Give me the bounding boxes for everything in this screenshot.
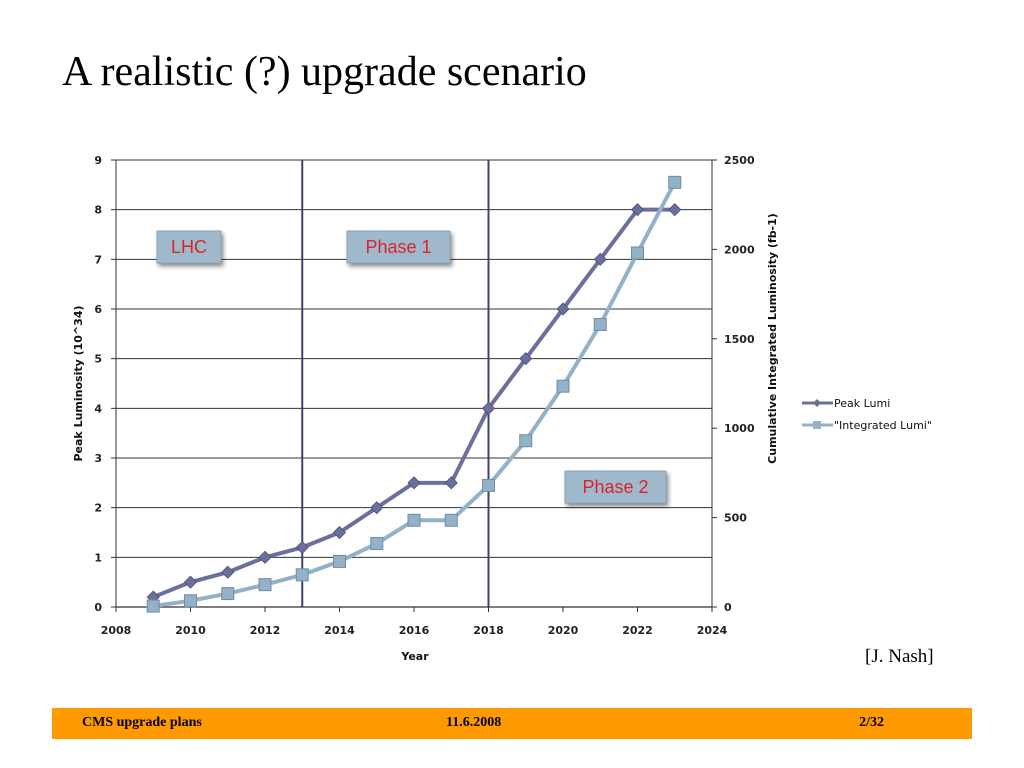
x-axis-title: Year [400,650,429,663]
x-tick-label: 2020 [548,624,579,637]
legend: Peak Lumi "Integrated Lumi" [802,397,932,432]
phase-box-background [564,470,667,504]
y-left-tick-label: 0 [94,601,102,614]
legend-label: Peak Lumi [834,397,890,410]
luminosity-chart: 2008 2010 2012 2014 2016 2018 2020 2022 2024 0 1 2 3… [72,154,932,663]
phase-box-background [346,230,451,264]
phase-label: Phase 1 [365,237,431,257]
x-tick-label: 2010 [175,624,206,637]
data-point-diamond [221,565,235,579]
footer-presentation-title: CMS upgrade plans [82,715,202,730]
data-point-square [519,434,533,448]
data-point-diamond [444,476,458,490]
series-line [152,207,675,599]
y-left-tick-label: 8 [94,204,102,217]
data-point-diamond [481,401,496,415]
data-point-square [146,599,160,613]
data-point-diamond [332,525,347,540]
data-point-diamond [519,352,533,366]
data-point-square [556,379,570,393]
data-point-diamond [295,540,309,554]
data-point-diamond [630,203,645,217]
legend-label: "Integrated Lumi" [834,419,932,432]
footer-bar: CMS upgrade plans 11.6.2008 2/32 [52,708,972,739]
data-point-diamond [668,203,682,217]
x-tick-label: 2012 [250,624,281,637]
footer-page-number: 2/32 [859,715,884,730]
y-right-tick-label: 500 [724,512,747,525]
y-left-tick-label: 5 [94,353,102,366]
y-left-axis-title: Peak Luminosity (10^34) [72,305,85,461]
y-left-tick-label: 3 [94,452,102,465]
y-left-tick-label: 1 [94,551,102,564]
y-left-tick-label: 7 [94,253,102,266]
y-right-tick-label: 2500 [724,154,755,167]
series-lines [146,175,682,613]
data-point-square [668,175,682,189]
series-integrated-lumi [146,175,682,613]
x-tick-label: 2008 [101,624,132,637]
legend-item: "Integrated Lumi" [802,419,932,432]
legend-swatch-marker [813,421,821,429]
data-point-diamond [593,252,607,266]
data-point-diamond [370,501,384,515]
slide-title: A realistic (?) upgrade scenario [62,49,587,95]
x-tick-label: 2024 [697,624,728,637]
legend-swatch-marker [813,399,821,407]
y-right-tick-label: 2000 [724,243,755,256]
y-right-tick-label: 0 [724,601,732,614]
phase-label: Phase 2 [582,477,648,497]
grid-lines [116,159,712,558]
phase-dividers [301,160,490,607]
data-point-square [593,317,607,331]
phase-boxes: LHC Phase 1 Phase 2 [156,230,667,504]
y-left-tick-label: 6 [94,303,102,316]
data-point-diamond [556,302,570,316]
citation: [J. Nash] [865,646,934,667]
phase-box-phase-2: Phase 2 [564,470,667,504]
data-point-diamond [407,476,421,490]
phase-box-lhc: LHC [156,230,222,264]
data-point-square [444,513,458,527]
y-right-tick-label: 1000 [724,422,755,435]
phase-box-phase-1: Phase 1 [346,230,451,264]
phase-label: LHC [171,237,207,257]
data-point-square [370,537,384,551]
data-point-square [333,554,346,568]
data-point-square [407,513,421,527]
data-point-square [258,578,272,592]
data-point-diamond [258,550,272,564]
y-left-tick-label: 9 [94,154,102,167]
x-tick-label: 2018 [473,624,504,637]
phase-box-background [156,230,222,264]
footer-date: 11.6.2008 [446,715,502,730]
data-point-square [631,246,644,260]
y-left-tick-label: 4 [94,402,102,415]
series-peak-lumi [146,203,682,604]
data-point-square [184,594,197,608]
data-point-diamond [183,575,198,589]
y-right-axis-title: Cumulative Integrated Luminosity (fb-1) [766,213,779,464]
data-point-square [482,478,495,492]
data-point-square [221,587,235,601]
data-point-square [295,568,309,582]
y-left-tick-label: 2 [94,502,102,515]
x-tick-label: 2022 [622,624,653,637]
legend-item: Peak Lumi [802,397,890,410]
axes: 2008 2010 2012 2014 2016 2018 2020 2022 2024 0 1 2 3… [72,154,779,663]
x-tick-label: 2016 [399,624,430,637]
y-right-tick-label: 1500 [724,333,755,346]
x-tick-label: 2014 [324,624,355,637]
